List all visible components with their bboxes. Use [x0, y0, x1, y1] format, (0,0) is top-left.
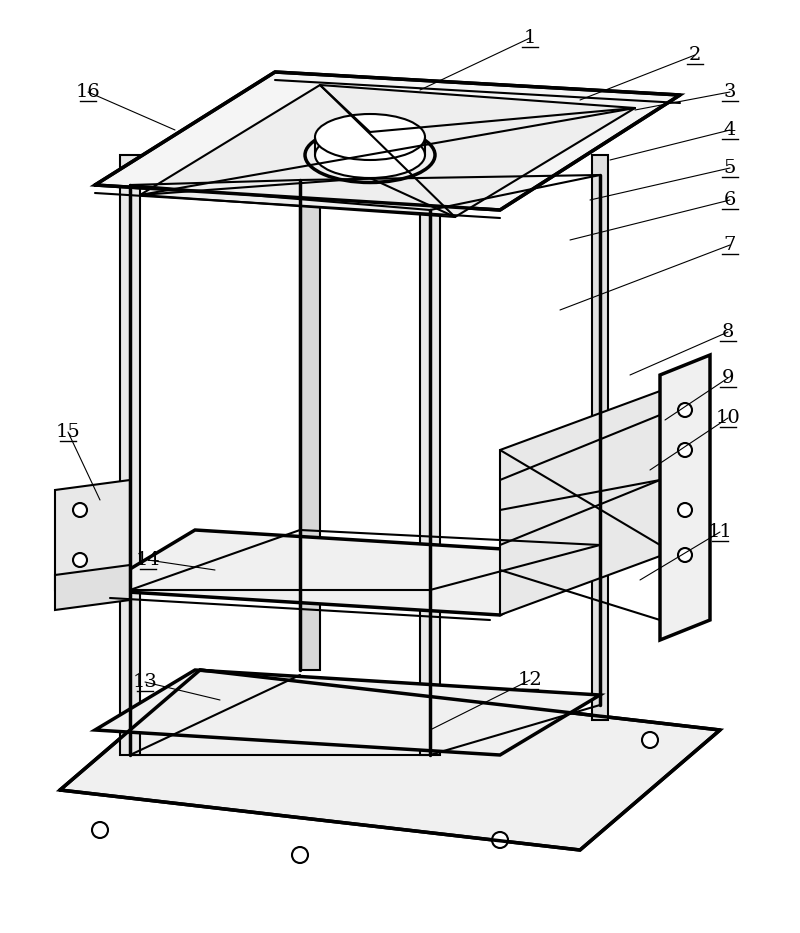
Circle shape — [678, 548, 692, 562]
Polygon shape — [95, 72, 680, 210]
Circle shape — [232, 692, 248, 708]
Text: 6: 6 — [724, 191, 736, 209]
Text: 14: 14 — [136, 551, 160, 569]
Circle shape — [73, 553, 87, 567]
Text: 2: 2 — [689, 46, 701, 64]
Ellipse shape — [315, 132, 425, 178]
Text: 12: 12 — [518, 671, 542, 689]
Circle shape — [442, 712, 458, 728]
Text: 8: 8 — [722, 323, 734, 341]
Text: 16: 16 — [76, 83, 100, 101]
Polygon shape — [300, 170, 320, 670]
Text: 9: 9 — [722, 369, 734, 387]
Circle shape — [492, 832, 508, 848]
Polygon shape — [55, 480, 130, 590]
Circle shape — [73, 503, 87, 517]
Text: 7: 7 — [724, 236, 736, 254]
Polygon shape — [660, 355, 710, 640]
Circle shape — [292, 847, 308, 863]
Circle shape — [678, 403, 692, 417]
Polygon shape — [95, 670, 600, 755]
Text: 4: 4 — [724, 121, 736, 139]
Text: 15: 15 — [56, 423, 80, 441]
Polygon shape — [95, 530, 600, 615]
Circle shape — [678, 443, 692, 457]
Text: 1: 1 — [524, 29, 536, 47]
Polygon shape — [60, 670, 720, 850]
Polygon shape — [592, 155, 608, 720]
Text: 11: 11 — [708, 523, 732, 541]
Circle shape — [642, 732, 658, 748]
Polygon shape — [420, 155, 440, 755]
Text: 13: 13 — [133, 673, 158, 691]
Ellipse shape — [305, 128, 435, 183]
Polygon shape — [55, 565, 130, 610]
Polygon shape — [140, 85, 635, 217]
Circle shape — [92, 822, 108, 838]
Polygon shape — [120, 155, 140, 755]
Text: 10: 10 — [716, 409, 740, 427]
Circle shape — [678, 503, 692, 517]
Polygon shape — [500, 380, 690, 615]
Text: 3: 3 — [724, 83, 736, 101]
Text: 5: 5 — [724, 159, 736, 177]
Ellipse shape — [315, 114, 425, 160]
